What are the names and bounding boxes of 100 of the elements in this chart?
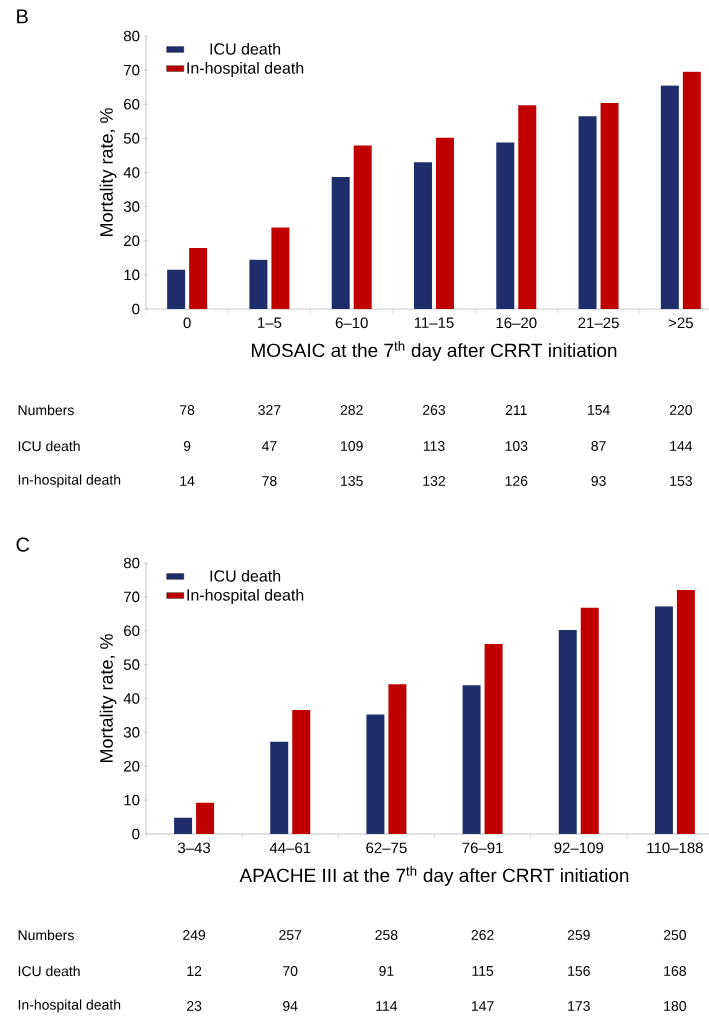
y-tick-label: 80 [123,30,140,42]
x-tick-label: 3–43 [177,842,211,854]
x-tick-label: 0 [183,317,191,329]
y-tick-label: 30 [123,727,140,738]
text: ICU death [18,440,80,452]
text: 147 [471,1001,494,1011]
bar [292,710,311,834]
x-tick-label: 1–5 [258,317,282,328]
y-tick-label: 0 [132,303,140,315]
x-tick-label: 62–75 [366,842,407,854]
y-tick-label: 30 [123,201,140,212]
text: 282 [340,405,363,415]
y-tick-label: 80 [123,557,140,569]
bar [660,85,679,309]
legend-label: In-hospital death [187,589,304,604]
text: 12 [187,966,202,976]
y-tick-label: 60 [124,625,140,637]
bar [578,116,597,309]
y-tick-label: 40 [123,167,140,178]
text: 113 [423,441,445,451]
y-tick-label: 50 [123,659,140,670]
text: 115 [472,966,494,976]
x-tick-label: 44–61 [269,842,311,854]
text: Numbers [18,404,74,416]
bar [249,259,268,309]
x-tick-label: 16–20 [496,317,537,329]
bar [270,741,289,834]
text: 9 [183,441,191,451]
legend-label: ICU death [210,42,281,55]
y-tick-label: 0 [132,828,140,840]
bar [271,227,290,309]
bar [388,684,407,834]
text: 327 [258,405,281,415]
text: 23 [187,1001,202,1011]
bar [331,176,350,309]
x-tick-label: >25 [668,317,693,329]
text: 156 [568,966,590,976]
bar [366,714,385,834]
text: 94 [283,1001,298,1011]
bar [654,606,673,834]
text: 263 [423,405,446,415]
text: 70 [283,966,298,976]
text: In-hospital death [18,474,121,488]
text: 168 [664,966,686,976]
y-axis-title: Mortality rate, % [99,634,117,763]
bar [413,162,432,309]
text: 135 [341,476,363,486]
text: 109 [341,441,363,451]
bar [518,105,537,309]
x-axis-title: MOSAIC at the 7$^{th}$ day after CRRT initiation [251,341,617,361]
text: 126 [505,476,528,486]
text: 114 [376,1001,398,1011]
bar [676,590,695,834]
y-tick-label: 20 [124,760,140,772]
text: 211 [505,405,527,415]
chart-title: C [16,537,30,552]
y-tick-label: 70 [124,64,140,76]
y-tick-label: 40 [123,693,140,704]
bar [462,685,481,834]
text: 87 [591,441,606,451]
text: 173 [568,1001,590,1011]
bar [435,137,454,309]
bar [580,607,599,834]
text: 78 [180,405,195,415]
bar [682,71,701,309]
text: 259 [567,930,590,940]
y-axis-title: Mortality rate, % [99,108,117,237]
text: 258 [375,930,398,940]
y-tick-label: 20 [124,235,140,247]
text: 14 [180,476,195,486]
text: ICU death [18,965,80,977]
y-tick-label: 50 [123,133,140,144]
text: 93 [591,476,606,486]
bar [167,269,186,309]
y-tick-label: 10 [124,794,140,806]
y-tick-label: 70 [124,591,140,603]
text: 249 [183,930,206,940]
text: In-hospital death [18,999,121,1013]
text: 132 [423,476,445,486]
text: 78 [262,476,277,486]
text: 257 [279,930,302,940]
x-tick-label: 11–15 [414,317,454,328]
bar [196,802,215,834]
legend-label: In-hospital death [187,62,304,77]
text: 103 [505,441,528,451]
text: 144 [670,441,693,451]
text: 154 [587,405,610,415]
x-axis-title: APACHE III at the 7$^{th}$ day after CRRT initiation [239,866,629,886]
text: 47 [261,441,277,451]
bar [600,102,619,309]
bar [484,643,503,834]
bar [353,145,372,309]
text: 91 [379,966,394,976]
bar [558,630,577,834]
legend-label: ICU death [210,569,281,582]
x-tick-label: 110–188 [647,842,703,854]
x-tick-label: 76–91 [462,842,503,854]
text: 262 [471,930,494,940]
text: 250 [663,930,687,940]
y-tick-label: 60 [124,98,140,110]
